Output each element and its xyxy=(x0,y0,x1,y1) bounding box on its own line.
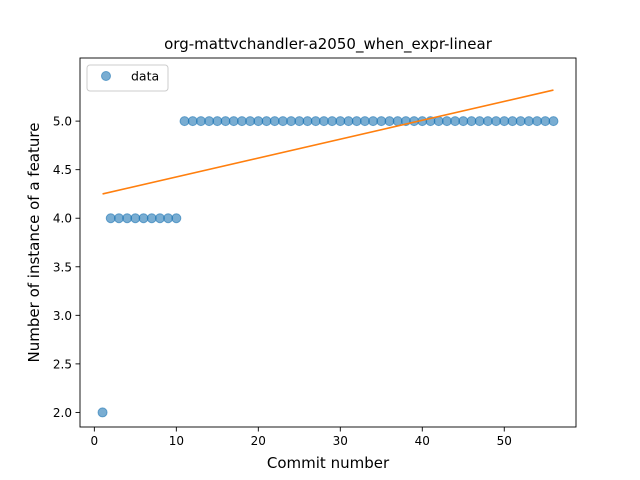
y-tick-label: 2.5 xyxy=(53,357,72,371)
legend-marker-data xyxy=(101,71,111,81)
data-point xyxy=(310,116,321,127)
data-point xyxy=(482,116,493,127)
data-point xyxy=(458,116,469,127)
data-point xyxy=(113,213,124,224)
data-point xyxy=(228,116,239,127)
x-axis-label: Commit number xyxy=(267,454,390,472)
data-point xyxy=(523,116,534,127)
data-point xyxy=(212,116,223,127)
y-tick-label: 3.5 xyxy=(53,260,72,274)
data-point xyxy=(327,116,338,127)
data-point xyxy=(171,213,182,224)
data-point xyxy=(105,213,116,224)
x-tick-label: 20 xyxy=(251,434,266,448)
data-point xyxy=(97,407,108,418)
legend: data xyxy=(86,64,169,92)
data-point xyxy=(450,116,461,127)
data-point xyxy=(187,116,198,127)
data-point xyxy=(540,116,551,127)
axes-layer: 0 10 20 30 40 50 2.0 2.5 3.0 3.5 4.0 4.5 5.0 xyxy=(53,57,577,448)
data-point xyxy=(359,116,370,127)
data-point xyxy=(532,116,543,127)
data-point xyxy=(294,116,305,127)
data-point xyxy=(491,116,502,127)
data-point xyxy=(204,116,215,127)
data-point xyxy=(548,116,559,127)
data-point xyxy=(245,116,256,127)
y-tick-label: 2.0 xyxy=(53,406,72,420)
x-tick-label: 30 xyxy=(333,434,348,448)
y-tick-label: 3.0 xyxy=(53,309,72,323)
data-point xyxy=(269,116,280,127)
data-point xyxy=(318,116,329,127)
data-point xyxy=(343,116,354,127)
axes-frame xyxy=(79,57,577,428)
y-tick-label: 4.0 xyxy=(53,212,72,226)
data-point xyxy=(163,213,174,224)
x-tick-label: 10 xyxy=(169,434,184,448)
data-point xyxy=(302,116,313,127)
chart-title: org-mattvchandler-a2050_when_expr-linear xyxy=(164,35,493,54)
data-point xyxy=(146,213,157,224)
data-point xyxy=(130,213,141,224)
data-point xyxy=(466,116,477,127)
x-tick-label: 40 xyxy=(415,434,430,448)
data-point xyxy=(507,116,518,127)
marks-layer xyxy=(97,89,559,418)
data-point xyxy=(441,116,452,127)
x-tick-label: 50 xyxy=(497,434,512,448)
data-point xyxy=(384,116,395,127)
data-point xyxy=(195,116,206,127)
y-tick-label: 4.5 xyxy=(53,163,72,177)
y-axis-label: Number of instance of a feature xyxy=(25,123,43,363)
data-point xyxy=(236,116,247,127)
data-point xyxy=(138,213,149,224)
data-point xyxy=(286,116,297,127)
data-point xyxy=(515,116,526,127)
x-tick-label: 0 xyxy=(91,434,99,448)
data-point xyxy=(261,116,272,127)
data-point xyxy=(277,116,288,127)
data-point xyxy=(122,213,133,224)
data-point xyxy=(368,116,379,127)
data-point xyxy=(474,116,485,127)
y-tick-label: 5.0 xyxy=(53,115,72,129)
data-point xyxy=(392,116,403,127)
fit-line xyxy=(102,89,554,195)
data-point xyxy=(376,116,387,127)
data-point xyxy=(253,116,264,127)
data-point xyxy=(154,213,165,224)
data-point xyxy=(220,116,231,127)
legend-label-data: data xyxy=(131,69,159,84)
data-point xyxy=(499,116,510,127)
data-point xyxy=(179,116,190,127)
plot-area xyxy=(80,58,576,427)
data-point xyxy=(335,116,346,127)
data-point xyxy=(351,116,362,127)
